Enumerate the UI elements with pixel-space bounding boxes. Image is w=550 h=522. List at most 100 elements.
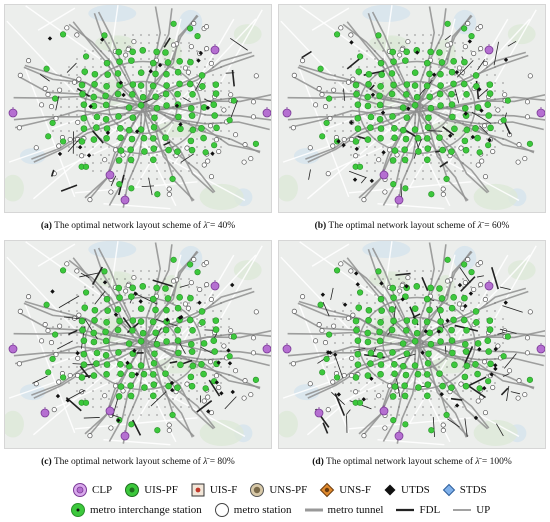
uis-pf-marker bbox=[162, 285, 169, 292]
uis-pf-marker bbox=[163, 70, 170, 78]
utds-marker bbox=[116, 418, 121, 423]
candidate-node bbox=[172, 334, 174, 336]
candidate-node bbox=[124, 170, 126, 172]
candidate-node bbox=[188, 302, 190, 304]
candidate-node bbox=[414, 66, 416, 68]
utds-marker bbox=[503, 300, 508, 305]
uis-pf-marker bbox=[401, 146, 408, 153]
uis-pf-marker bbox=[388, 70, 396, 77]
metro-station-marker bbox=[490, 384, 496, 391]
candidate-node bbox=[390, 374, 392, 376]
candidate-node bbox=[502, 350, 504, 352]
uis-pf-marker bbox=[448, 148, 455, 155]
candidate-node bbox=[390, 334, 392, 336]
uis-pf-marker bbox=[448, 90, 455, 98]
metro-station-marker bbox=[184, 381, 190, 387]
caption-a-value: = 40% bbox=[209, 221, 236, 231]
candidate-node bbox=[438, 294, 440, 296]
candidate-node bbox=[374, 294, 376, 296]
legend-uns-pf: UNS-PF bbox=[249, 482, 307, 498]
candidate-node bbox=[76, 294, 78, 296]
candidate-node bbox=[204, 146, 206, 148]
candidate-node bbox=[156, 34, 158, 36]
candidate-node bbox=[406, 406, 408, 408]
uis-pf-marker bbox=[390, 81, 397, 89]
candidate-node bbox=[462, 90, 464, 92]
clp-marker bbox=[379, 170, 389, 180]
candidate-node bbox=[212, 366, 214, 368]
candidate-node bbox=[148, 374, 150, 376]
utds-marker bbox=[406, 106, 411, 111]
candidate-node bbox=[164, 98, 166, 100]
candidate-node bbox=[156, 178, 158, 180]
candidate-node bbox=[172, 342, 174, 344]
metro-station-marker bbox=[516, 142, 522, 148]
metro-interchange-marker bbox=[194, 33, 201, 40]
up-segment bbox=[110, 175, 117, 187]
candidate-node bbox=[188, 42, 190, 44]
uis-pf-marker bbox=[153, 104, 161, 112]
metro-station-marker bbox=[522, 156, 528, 162]
candidate-node bbox=[116, 334, 118, 336]
metro-interchange-marker bbox=[45, 369, 52, 376]
utds-marker bbox=[379, 281, 384, 286]
clp-marker bbox=[536, 108, 545, 118]
candidate-node bbox=[478, 114, 480, 116]
candidate-node bbox=[204, 326, 206, 328]
uis-pf-marker bbox=[199, 319, 206, 326]
candidate-node bbox=[212, 326, 214, 328]
candidate-node bbox=[196, 82, 198, 84]
metro-station-marker bbox=[313, 102, 319, 108]
candidate-node bbox=[390, 106, 392, 108]
uis-pf-marker bbox=[486, 90, 494, 97]
uis-pf-marker bbox=[484, 101, 492, 109]
legend-metro-tunnel-label: metro tunnel bbox=[327, 504, 384, 516]
candidate-node bbox=[398, 302, 400, 304]
uis-pf-marker bbox=[391, 147, 399, 154]
candidate-node bbox=[116, 414, 118, 416]
uis-pf-marker bbox=[463, 91, 470, 98]
caption-a-text: The optimal network layout scheme of bbox=[51, 221, 204, 231]
candidate-node bbox=[422, 334, 424, 336]
uis-pf-marker bbox=[354, 350, 362, 358]
uis-pf-marker bbox=[485, 348, 493, 355]
metro-station-marker bbox=[331, 87, 337, 93]
candidate-node bbox=[494, 310, 496, 312]
caption-c: (c) The optimal network layout scheme of… bbox=[4, 457, 272, 467]
metro-station-marker bbox=[507, 368, 513, 374]
candidate-node bbox=[446, 350, 448, 352]
candidate-node bbox=[148, 310, 150, 312]
candidate-node bbox=[438, 114, 440, 116]
candidate-node bbox=[366, 286, 368, 288]
uis-pf-marker bbox=[413, 329, 421, 337]
candidate-node bbox=[196, 74, 198, 76]
uis-pf-marker bbox=[174, 304, 182, 312]
candidate-node bbox=[494, 326, 496, 328]
uis-pf-marker bbox=[390, 58, 397, 65]
candidate-node bbox=[108, 58, 110, 60]
candidate-node bbox=[100, 398, 102, 400]
candidate-node bbox=[382, 154, 384, 156]
metro-station-marker bbox=[319, 328, 325, 334]
candidate-node bbox=[502, 342, 504, 344]
candidate-node bbox=[374, 374, 376, 376]
map-road bbox=[377, 439, 445, 446]
uis-pf-marker bbox=[460, 80, 468, 88]
candidate-node bbox=[382, 350, 384, 352]
fdl-segment bbox=[395, 272, 411, 276]
candidate-node bbox=[374, 66, 376, 68]
uis-pf-marker bbox=[391, 134, 398, 142]
fdl-segment bbox=[460, 276, 476, 292]
candidate-node bbox=[196, 326, 198, 328]
uns-f-icon bbox=[320, 482, 335, 498]
uis-pf-marker bbox=[117, 124, 124, 132]
candidate-node bbox=[76, 98, 78, 100]
metro-station-marker bbox=[482, 60, 488, 67]
uis-pf-marker bbox=[177, 361, 184, 369]
candidate-node bbox=[446, 170, 448, 172]
metro-station-marker bbox=[112, 147, 119, 153]
candidate-node bbox=[156, 302, 158, 304]
uis-pf-marker bbox=[116, 294, 123, 301]
candidate-node bbox=[342, 66, 344, 68]
candidate-node bbox=[68, 98, 70, 100]
